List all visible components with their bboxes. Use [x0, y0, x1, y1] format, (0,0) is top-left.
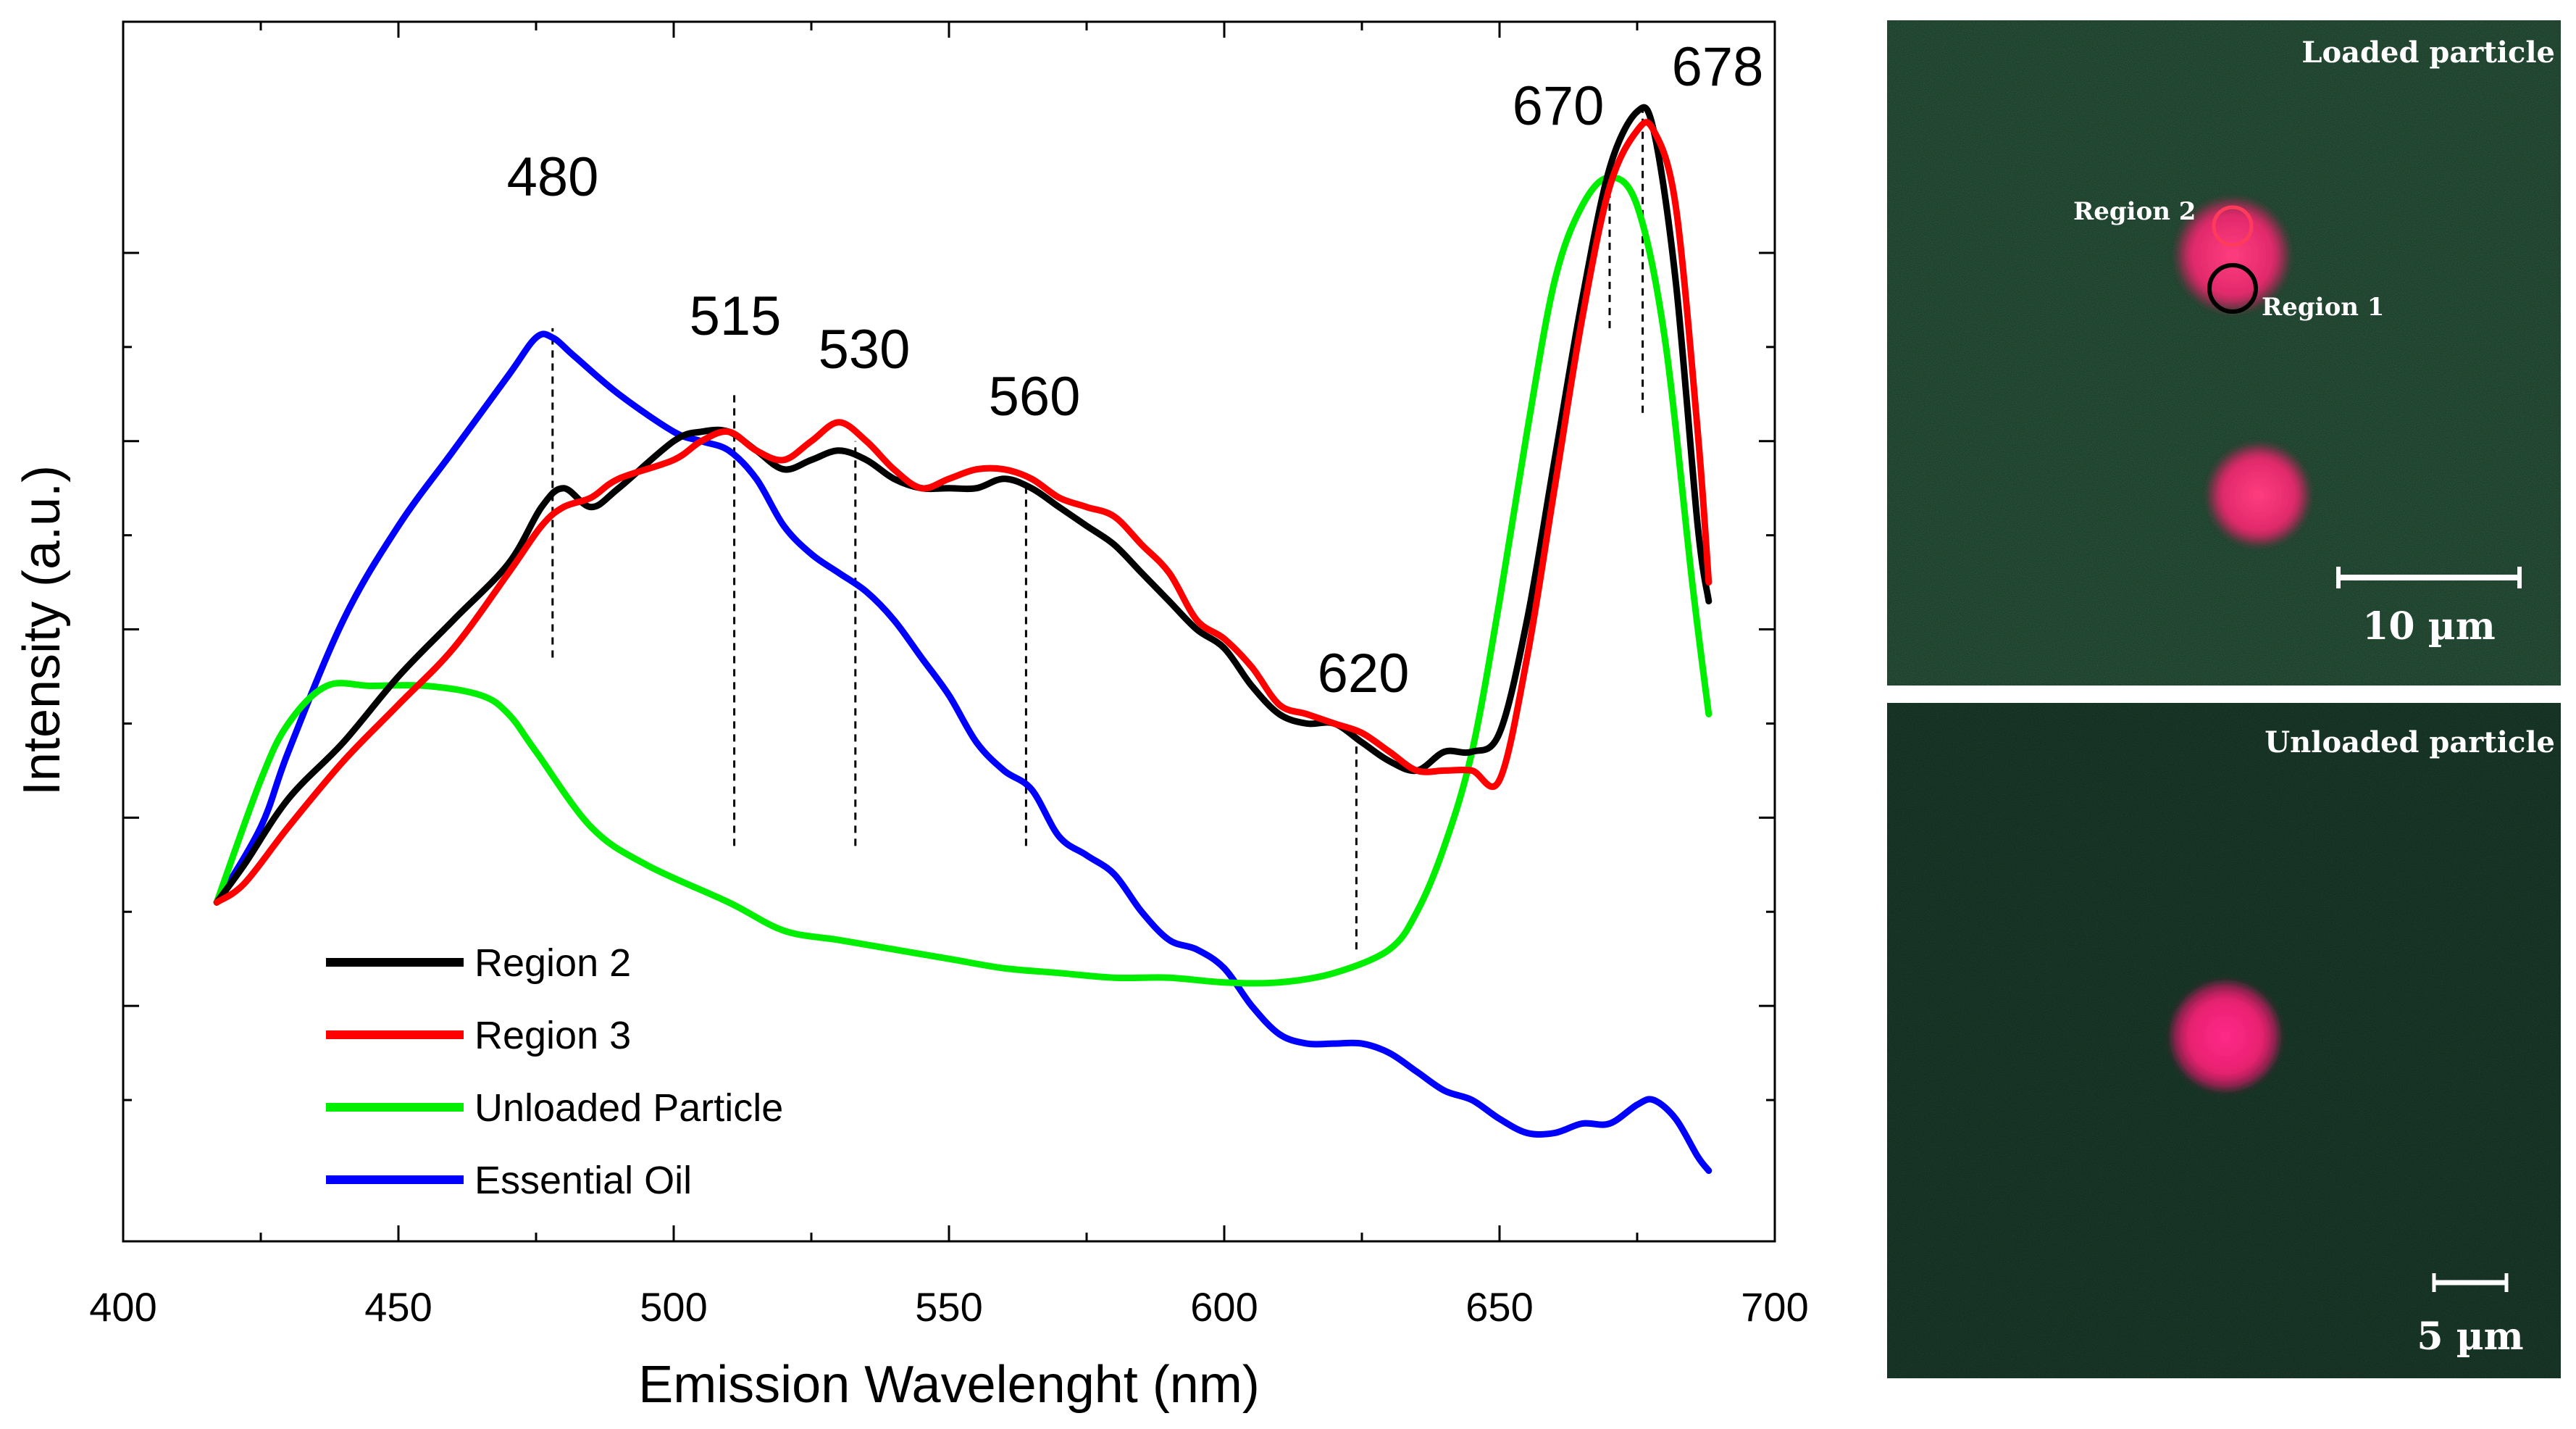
scale-bar-10um-label: 10 µm — [2362, 604, 2496, 649]
scale-bar-5um-label: 5 µm — [2417, 1315, 2523, 1359]
series-line-unloaded-particle — [213, 174, 1713, 987]
legend-label-unloaded-particle: Unloaded Particle — [474, 1086, 783, 1130]
micrograph-unloaded: Unloaded particle 5 µm — [1887, 703, 2561, 1378]
region-2-marker — [2212, 205, 2254, 247]
legend-label-region-3: Region 3 — [474, 1014, 631, 1057]
peak-label-670: 670 — [1513, 75, 1605, 137]
peak-labels: 480 515 530 560 620 670 678 — [507, 36, 1764, 704]
scale-bar-5um — [2432, 1273, 2509, 1292]
x-tick-label-700: 700 — [1741, 1284, 1808, 1330]
micrograph-loaded-title: Loaded particle — [2301, 36, 2555, 70]
scale-bar-10um — [2336, 567, 2522, 588]
particle-loaded-upper — [2176, 199, 2289, 312]
peak-label-560: 560 — [989, 366, 1081, 428]
axis-ticks — [122, 22, 1776, 1241]
x-tick-label-650: 650 — [1465, 1284, 1533, 1330]
region-2-label: Region 2 — [2073, 197, 2196, 226]
region-1-label: Region 1 — [2262, 293, 2384, 322]
series-line-region-2 — [213, 104, 1713, 906]
micrograph-unloaded-title: Unloaded particle — [2265, 725, 2555, 759]
x-tick-label-550: 550 — [915, 1284, 982, 1330]
peak-label-480: 480 — [507, 146, 599, 208]
legend: Region 2 Region 3 Unloaded Particle Esse… — [326, 941, 783, 1202]
peak-label-620: 620 — [1318, 643, 1410, 704]
x-tick-label-500: 500 — [640, 1284, 707, 1330]
x-tick-label-600: 600 — [1190, 1284, 1258, 1330]
legend-label-region-2: Region 2 — [474, 941, 631, 985]
micrograph-loaded-noise — [1887, 20, 2561, 686]
x-tick-label-400: 400 — [89, 1284, 156, 1330]
legend-label-essential-oil: Essential Oil — [474, 1159, 692, 1202]
x-axis-title: Emission Wavelenght (nm) — [638, 1356, 1260, 1414]
series-line-essential-oil — [213, 330, 1713, 1174]
x-tick-labels: 400 450 500 550 600 650 700 — [89, 1284, 1808, 1330]
peak-markers — [551, 102, 1644, 950]
particle-loaded-lower — [2208, 444, 2309, 546]
peak-label-530: 530 — [819, 319, 911, 380]
series-layer — [213, 104, 1713, 1174]
y-axis-title: Intensity (a.u.) — [13, 465, 71, 796]
peak-label-678: 678 — [1672, 36, 1764, 98]
particle-unloaded — [2171, 982, 2280, 1091]
x-tick-label-450: 450 — [364, 1284, 432, 1330]
series-line-region-3 — [213, 119, 1713, 906]
peak-label-515: 515 — [690, 286, 782, 347]
micrograph-loaded: Loaded particle Region 2 Region 1 10 µm — [1887, 20, 2561, 686]
region-1-marker — [2207, 263, 2258, 314]
